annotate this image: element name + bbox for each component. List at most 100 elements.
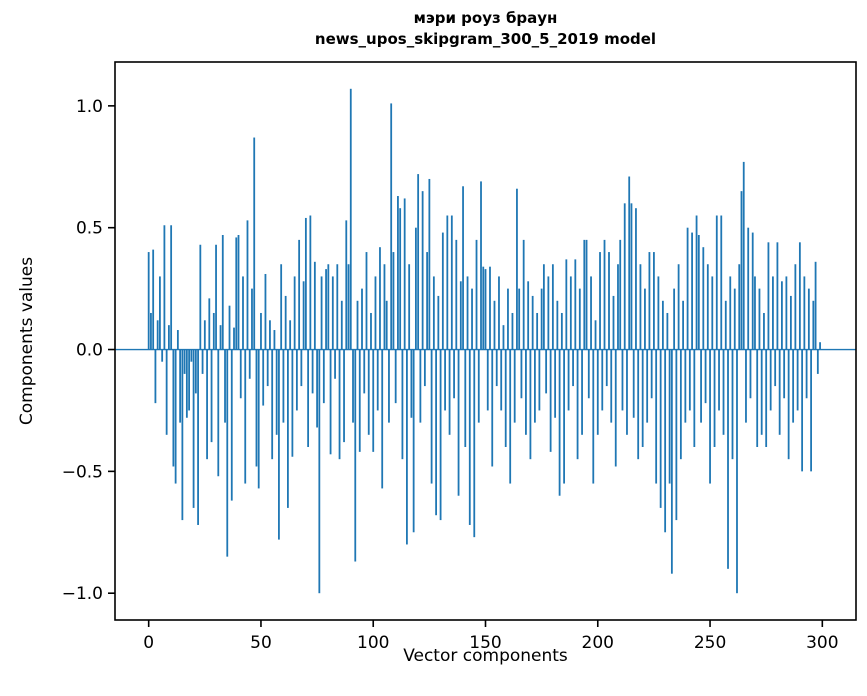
- bar: [560, 312, 563, 350]
- bar: [540, 288, 543, 350]
- bar: [334, 349, 336, 379]
- bar: [309, 215, 312, 350]
- bar: [459, 281, 462, 350]
- bar: [282, 349, 285, 423]
- bar: [781, 281, 783, 350]
- bar: [724, 300, 727, 350]
- bar: [792, 349, 795, 423]
- bar: [367, 349, 370, 435]
- bar: [785, 276, 788, 350]
- bar: [471, 288, 473, 350]
- bar: [653, 252, 655, 350]
- bar: [228, 305, 231, 350]
- bar: [179, 349, 182, 423]
- bar: [172, 349, 175, 467]
- bar: [650, 349, 653, 399]
- bar: [455, 239, 458, 350]
- bar: [657, 276, 660, 350]
- bar: [666, 312, 669, 350]
- bar: [450, 215, 453, 350]
- bar: [583, 239, 586, 350]
- bar: [379, 247, 381, 350]
- bar: [751, 232, 754, 350]
- bar: [493, 300, 496, 350]
- bar: [188, 349, 190, 411]
- bar: [462, 186, 464, 350]
- bar: [814, 261, 817, 350]
- bar: [345, 220, 348, 350]
- bar: [756, 349, 759, 447]
- bar: [688, 349, 691, 411]
- bar: [637, 349, 640, 460]
- bar: [578, 288, 581, 350]
- x-tick-label: 200: [582, 633, 614, 653]
- bar: [661, 300, 664, 350]
- bar: [733, 288, 736, 350]
- bar: [594, 320, 597, 350]
- bar: [329, 349, 332, 455]
- bar: [608, 252, 610, 350]
- bar: [495, 349, 498, 387]
- bar: [738, 264, 741, 350]
- bar: [603, 239, 606, 350]
- bar: [161, 349, 164, 362]
- bar: [509, 349, 512, 484]
- bar: [774, 349, 777, 387]
- bar: [167, 325, 170, 350]
- bar: [185, 349, 188, 418]
- bar: [347, 264, 350, 350]
- bar: [253, 137, 256, 350]
- bar: [704, 349, 707, 404]
- bar: [327, 264, 330, 350]
- bar: [576, 349, 579, 460]
- bar: [262, 349, 265, 406]
- bar: [383, 264, 386, 350]
- bar: [758, 288, 761, 350]
- bar: [765, 349, 768, 447]
- bar: [614, 349, 617, 467]
- bar: [316, 349, 318, 428]
- bar: [260, 312, 262, 350]
- bar: [419, 349, 422, 423]
- bar: [740, 191, 743, 350]
- bar: [430, 349, 433, 484]
- bar: [601, 349, 604, 411]
- bar: [338, 349, 341, 460]
- bar: [769, 349, 772, 411]
- bar: [630, 203, 633, 350]
- y-tick-label: 0.5: [76, 219, 103, 239]
- bar: [767, 242, 770, 350]
- bar: [304, 217, 307, 350]
- bar: [464, 349, 467, 447]
- bar: [412, 349, 415, 533]
- bar: [322, 349, 325, 404]
- bar: [381, 349, 384, 489]
- x-axis-label: Vector components: [403, 646, 568, 666]
- bar: [742, 161, 745, 350]
- bar: [641, 349, 644, 447]
- bar: [693, 349, 696, 447]
- bar: [295, 349, 298, 411]
- bar: [527, 281, 530, 350]
- bar: [489, 266, 491, 350]
- bar: [475, 239, 478, 350]
- bar: [745, 349, 747, 423]
- x-tick-label: 250: [694, 633, 726, 653]
- bar: [569, 276, 572, 350]
- bar: [558, 349, 561, 496]
- bar: [812, 300, 815, 350]
- bar: [428, 178, 431, 350]
- bar: [159, 276, 161, 350]
- bar: [722, 349, 725, 435]
- bar: [511, 312, 514, 350]
- bar: [269, 320, 271, 350]
- bar: [668, 349, 671, 484]
- bar: [644, 288, 646, 350]
- bar: [670, 349, 673, 574]
- bar: [596, 349, 599, 435]
- bar: [307, 349, 310, 447]
- bar: [632, 349, 635, 418]
- bar: [284, 295, 287, 350]
- bar: [720, 215, 723, 350]
